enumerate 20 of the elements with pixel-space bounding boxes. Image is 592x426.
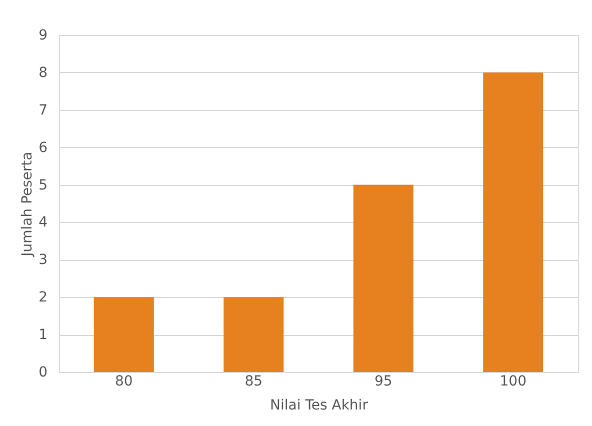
y-tick-label: 2 xyxy=(38,290,48,306)
x-tick-label: 80 xyxy=(114,374,133,390)
bar xyxy=(483,72,544,372)
y-axis-title: Jumlah Peserta xyxy=(20,152,36,258)
y-tick-label: 0 xyxy=(38,364,48,380)
y-tick-label: 6 xyxy=(38,140,48,156)
bar xyxy=(224,297,284,372)
x-tick-label: 85 xyxy=(244,374,263,390)
y-tick-label: 4 xyxy=(38,214,48,231)
y-tick-label: 8 xyxy=(38,64,48,81)
y-tick-label: 7 xyxy=(38,102,48,118)
bar xyxy=(353,184,414,372)
y-tick-label: 1 xyxy=(38,327,48,344)
x-axis-title: Nilai Tes Akhir xyxy=(270,398,368,414)
x-tick-label: 100 xyxy=(500,374,526,390)
y-tick-label: 5 xyxy=(38,177,48,194)
x-tick-label: 95 xyxy=(374,374,392,390)
bar xyxy=(94,297,154,372)
y-tick-label: 9 xyxy=(38,28,48,44)
y-tick-label: 3 xyxy=(38,252,48,268)
